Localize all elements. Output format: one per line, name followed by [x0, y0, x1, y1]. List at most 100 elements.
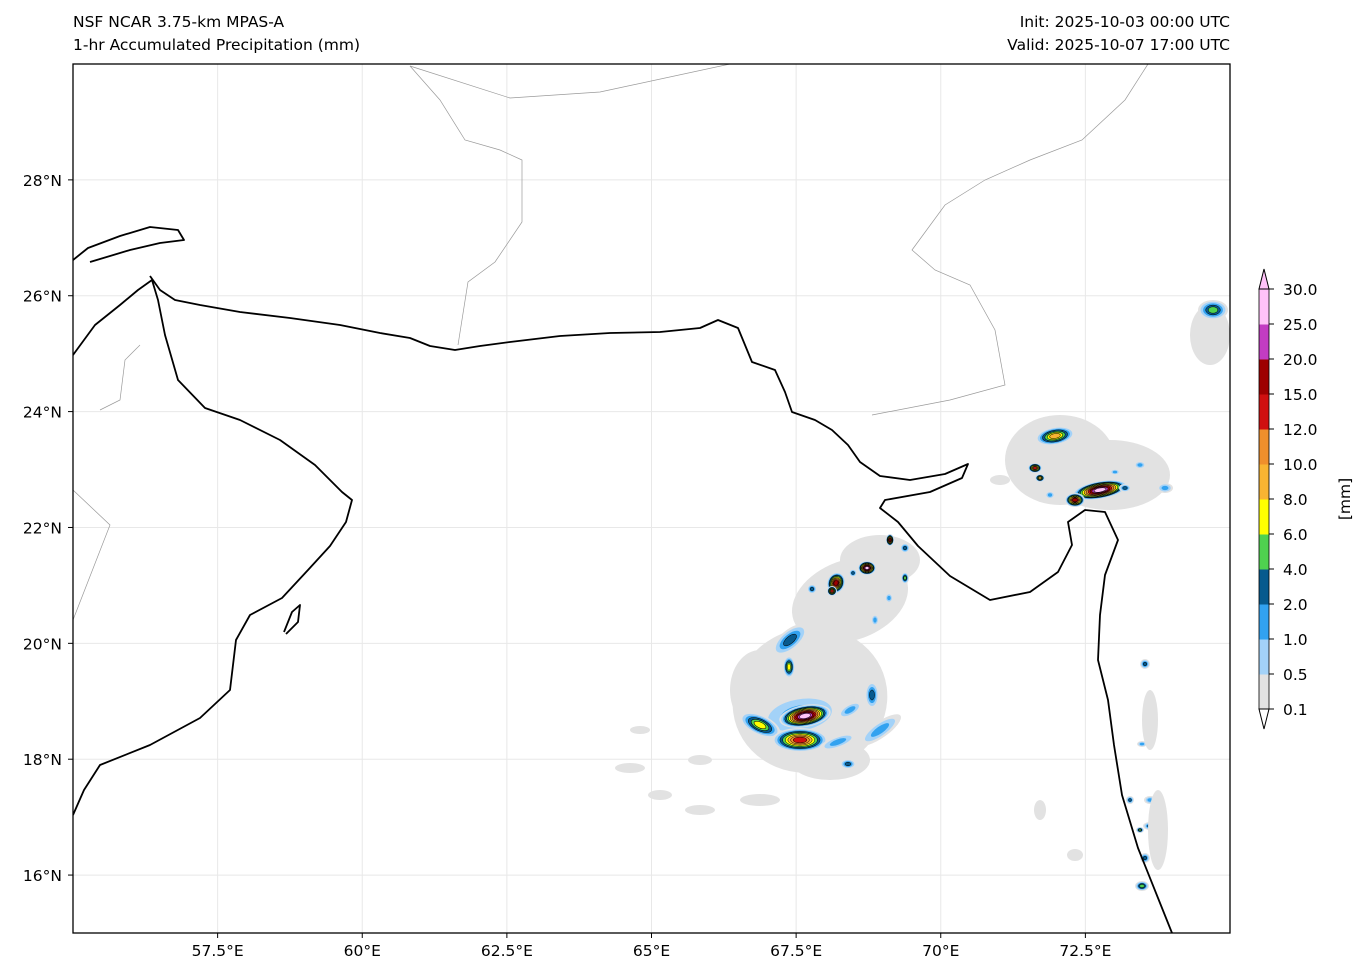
precip-cell — [827, 586, 837, 596]
precip-contour — [851, 571, 855, 575]
pakistan-india-border — [871, 64, 1149, 416]
precip-contour — [1142, 690, 1158, 750]
lat-tick-label: 28°N — [23, 172, 62, 190]
precip-contour — [1093, 487, 1107, 493]
colorbar-tick-label: 30.0 — [1283, 281, 1318, 299]
precip-contour — [1033, 466, 1037, 470]
axes: 57.5°E 60°E 62.5°E 65°E 67.5°E 70°E 72.5°E 28°N… — [23, 172, 1111, 960]
precip-cell — [871, 614, 879, 626]
precip-cell — [849, 569, 857, 577]
afghanistan-border — [409, 64, 731, 99]
precip-cell — [1140, 659, 1150, 669]
precip-cell — [1198, 300, 1228, 320]
precip-cell — [990, 475, 1010, 485]
precip-contour — [870, 723, 890, 737]
oman-yemen-border — [73, 489, 111, 621]
precip-contour — [688, 755, 712, 765]
precip-contour — [740, 794, 780, 806]
precip-cell — [1190, 305, 1230, 365]
colorbar-tick-label: 20.0 — [1283, 351, 1318, 369]
precip-contour — [1139, 884, 1145, 888]
precip-contour — [840, 535, 920, 585]
precip-cell — [739, 712, 781, 738]
colorbar-unit: [mm] — [1336, 478, 1354, 520]
precip-contour — [1207, 306, 1219, 314]
precip-cell — [615, 763, 645, 773]
model-title: NSF NCAR 3.75-km MPAS-A — [73, 13, 285, 31]
colorbar-swatch — [1259, 639, 1269, 675]
precip-contour — [1139, 742, 1145, 746]
field-title: 1-hr Accumulated Precipitation (mm) — [73, 36, 360, 54]
precip-contour — [844, 761, 852, 767]
precip-contour — [1112, 470, 1118, 474]
precip-cell — [685, 805, 715, 815]
precip-cell — [1126, 796, 1134, 804]
precip-contour — [873, 617, 877, 623]
precipitation-field — [615, 300, 1230, 891]
precip-cell — [772, 728, 828, 752]
precip-cell — [1148, 790, 1168, 870]
precip-cell — [859, 714, 901, 746]
precip-contour — [887, 595, 891, 601]
lon-tick-label: 67.5°E — [770, 942, 822, 960]
precip-contour — [787, 663, 791, 671]
precip-contour — [830, 589, 834, 593]
lon-tick-label: 62.5°E — [481, 942, 533, 960]
precip-cell — [1142, 690, 1158, 750]
precip-contour — [1161, 485, 1169, 491]
precip-contour — [792, 736, 808, 744]
lon-tick-label: 57.5°E — [192, 942, 244, 960]
precip-contour — [888, 538, 892, 542]
precip-contour — [615, 763, 645, 773]
precip-cell — [1028, 463, 1042, 473]
precip-cell — [1072, 479, 1128, 501]
colorbar-tick-label: 10.0 — [1283, 456, 1318, 474]
precip-contour — [1049, 433, 1061, 439]
colorbar-swatch — [1259, 569, 1269, 605]
lon-tick-label: 70°E — [922, 942, 959, 960]
precip-contour — [1142, 661, 1148, 667]
precip-cell — [1134, 461, 1146, 469]
precip-contour — [1072, 498, 1078, 502]
uae-oman-border — [99, 344, 141, 411]
precip-cell — [1065, 493, 1085, 507]
precip-cell — [688, 755, 712, 765]
colorbar-tick-label: 2.0 — [1283, 596, 1308, 614]
lat-tick-label: 24°N — [23, 404, 62, 422]
precip-cell — [1140, 853, 1150, 863]
colorbar-tick-label: 1.0 — [1283, 631, 1308, 649]
precip-cell — [740, 794, 780, 806]
colorbar-min-arrow — [1258, 708, 1270, 730]
lat-tick-label: 20°N — [23, 635, 62, 653]
colorbar-tick-label: 25.0 — [1283, 316, 1318, 334]
precip-cell — [1157, 483, 1173, 493]
precip-contour — [869, 689, 875, 701]
lon-tick-label: 65°E — [633, 942, 670, 960]
precip-cell — [1034, 800, 1046, 820]
colorbar-swatch — [1259, 324, 1269, 360]
precip-contour — [783, 633, 797, 647]
precip-contour — [1137, 463, 1143, 467]
colorbar-swatch — [1259, 604, 1269, 640]
coastlines — [73, 226, 1173, 933]
precip-contour — [902, 545, 908, 551]
valid-time: Valid: 2025-10-07 17:00 UTC — [1007, 36, 1230, 54]
colorbar: 0.1 0.5 1.0 2.0 4.0 6.0 8.0 10.0 12.0 15.0 20.0 25.… — [1258, 268, 1318, 730]
precip-contour — [1122, 486, 1128, 490]
precip-cell — [858, 561, 876, 575]
precip-cell — [886, 534, 894, 546]
precip-cell — [771, 623, 809, 657]
precip-contour — [1067, 849, 1083, 861]
precip-contour — [990, 475, 1010, 485]
colorbar-tick-label: 6.0 — [1283, 526, 1308, 544]
precip-cell — [1136, 827, 1144, 833]
precip-cell — [901, 572, 909, 584]
precip-contour — [753, 720, 767, 730]
precip-cell — [900, 543, 910, 553]
precip-cell — [1035, 474, 1045, 482]
precip-cell — [1045, 491, 1055, 499]
colorbar-swatch — [1259, 359, 1269, 395]
precip-cell — [1119, 484, 1131, 492]
precip-cell — [840, 535, 920, 585]
